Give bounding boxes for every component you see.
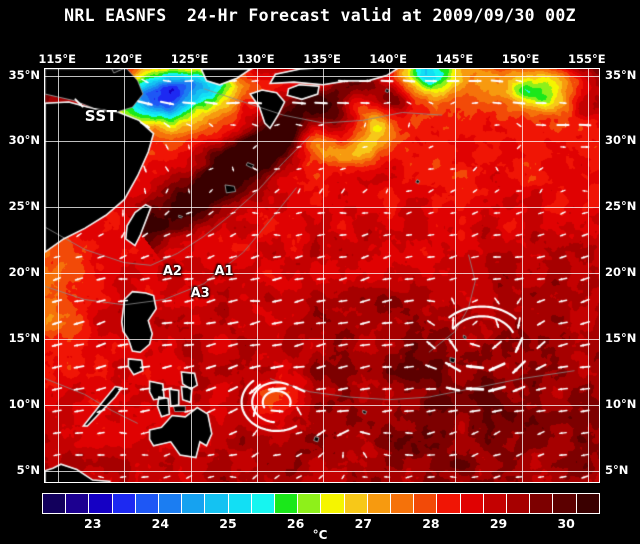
gridline-parallel [45,141,599,143]
lat-tick-label: 15°N [8,331,40,346]
colorbar-swatch [391,494,415,513]
lon-tick-label: 130°E [236,52,275,66]
colorbar-swatch [530,494,554,513]
gridline-meridian [124,69,126,482]
gridline-parallel [45,470,599,472]
colorbar-tick-label: 27 [354,516,372,531]
colorbar-tick-label: 30 [557,516,575,531]
colorbar-tick-label: 25 [219,516,237,531]
colorbar-swatch [275,494,299,513]
lat-tick-label: 25°N [605,199,637,214]
sst-variable-label: SST [84,107,118,126]
station-label-a1: A1 [214,263,234,279]
lon-tick-label: 120°E [104,52,143,66]
colorbar-swatch [414,494,438,513]
lon-tick-label: 140°E [369,52,407,66]
station-label-a3: A3 [190,286,210,302]
gridline-meridian [521,69,523,482]
gridline-meridian [58,69,60,482]
colorbar-swatch [576,494,599,513]
lat-tick-label: 35°N [8,67,40,82]
colorbar-swatch [483,494,508,513]
station-label-a2: A2 [162,263,182,279]
colorbar-swatch [89,494,113,513]
gridline-meridian [389,69,391,482]
lon-tick-label: 145°E [435,52,474,66]
lat-tick-label: 25°N [8,199,40,214]
lon-tick-label: 150°E [501,52,540,66]
lat-tick-label: 5°N [605,462,629,477]
gridline-meridian [190,69,192,482]
colorbar-swatch [182,494,206,513]
colorbar-swatch [135,494,160,513]
lat-tick-label: 30°N [8,133,40,148]
colorbar-tick-label: 28 [422,516,440,531]
colorbar-swatch [112,494,136,513]
gridline-meridian [323,69,324,482]
colorbar-swatch [367,494,392,513]
lat-tick-label: 30°N [605,133,637,148]
colorbar[interactable] [42,493,600,514]
gridline-meridian [455,69,457,482]
lat-tick-label: 35°N [605,67,637,82]
lon-tick-label: 115°E [38,52,77,66]
colorbar-swatch [437,494,461,513]
gridline-parallel [45,404,599,406]
colorbar-swatch [298,494,322,513]
gridline-parallel [45,339,599,341]
colorbar-swatch [43,494,67,513]
colorbar-swatch [205,494,229,513]
gridline-parallel [45,207,599,209]
lon-tick-label: 135°E [303,52,341,66]
colorbar-tick-label: 29 [489,516,508,531]
gridline-parallel [45,273,599,275]
lon-tick-label: 125°E [170,52,209,66]
colorbar-swatch [66,494,90,513]
sst-color-field [45,69,599,482]
colorbar-swatch [321,494,345,513]
map-plot-area[interactable]: SST A2 A1 A3 [44,68,600,483]
lon-tick-label: 155°E [567,52,606,66]
colorbar-unit-label: °C [312,528,328,542]
figure-title: NRL EASNFS 24-Hr Forecast valid at 2009/… [64,6,576,25]
lat-tick-label: 10°N [8,396,40,411]
gridline-meridian [256,69,258,482]
lat-tick-label: 20°N [605,265,637,280]
colorbar-swatch [553,494,577,513]
lat-tick-label: 15°N [605,331,637,346]
colorbar-tick-label: 23 [84,516,102,531]
colorbar-swatch [159,494,183,513]
lat-tick-label: 5°N [16,462,40,477]
colorbar-swatch [344,494,368,513]
lat-tick-label: 20°N [8,265,40,280]
colorbar-swatch [251,494,276,513]
gridline-parallel [45,75,599,77]
colorbar-swatch [460,494,484,513]
gridline-meridian [587,69,589,482]
colorbar-tick-label: 26 [286,516,305,531]
colorbar-swatch [507,494,531,513]
colorbar-swatch [228,494,252,513]
lat-tick-label: 10°N [605,396,637,411]
colorbar-tick-label: 24 [151,516,170,531]
